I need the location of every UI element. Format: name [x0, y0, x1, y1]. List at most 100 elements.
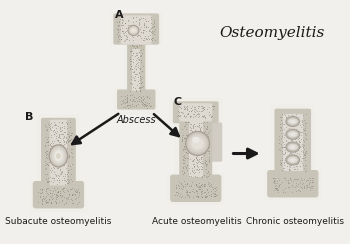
Point	[123, 100, 128, 104]
Point	[176, 186, 182, 190]
Point	[273, 187, 279, 191]
Point	[61, 176, 67, 180]
Point	[211, 192, 216, 196]
Point	[302, 126, 308, 130]
Point	[280, 168, 286, 172]
Point	[181, 107, 187, 111]
Point	[282, 112, 287, 116]
Point	[51, 153, 57, 157]
Point	[69, 140, 75, 144]
Point	[35, 200, 41, 204]
Point	[47, 147, 52, 151]
Point	[181, 148, 186, 152]
Point	[45, 163, 51, 167]
Point	[127, 49, 133, 53]
Point	[46, 123, 52, 127]
Point	[48, 144, 54, 148]
Point	[55, 135, 61, 139]
Point	[212, 192, 218, 196]
Point	[279, 118, 284, 122]
Point	[289, 190, 294, 194]
Point	[131, 99, 137, 103]
Point	[194, 154, 199, 158]
Point	[204, 188, 209, 192]
Text: Chronic osteomyelitis: Chronic osteomyelitis	[246, 217, 344, 226]
Point	[177, 113, 183, 117]
Point	[275, 190, 280, 194]
Point	[302, 177, 307, 181]
Point	[281, 161, 286, 164]
Point	[62, 182, 68, 186]
Point	[125, 98, 130, 102]
Point	[281, 152, 287, 156]
Point	[137, 76, 143, 80]
Point	[68, 131, 73, 135]
Point	[193, 174, 198, 178]
Point	[298, 179, 303, 183]
Point	[138, 25, 144, 29]
Point	[137, 78, 143, 82]
Point	[196, 170, 202, 174]
Point	[302, 131, 308, 134]
Point	[69, 133, 74, 137]
Point	[291, 130, 296, 134]
Point	[213, 188, 218, 192]
Point	[191, 143, 197, 147]
Point	[287, 163, 293, 167]
Point	[133, 59, 139, 62]
Point	[54, 145, 59, 149]
Point	[137, 85, 143, 89]
Point	[66, 154, 71, 158]
Point	[118, 37, 124, 41]
Point	[46, 143, 51, 147]
Point	[64, 146, 70, 150]
Point	[203, 128, 209, 132]
Point	[133, 96, 138, 100]
Point	[206, 149, 212, 153]
Point	[120, 29, 125, 33]
Point	[43, 159, 48, 163]
Point	[195, 111, 201, 115]
Point	[285, 178, 290, 182]
Point	[202, 193, 208, 197]
Point	[192, 171, 197, 174]
Point	[128, 24, 134, 28]
Point	[307, 181, 312, 184]
Point	[183, 114, 189, 118]
Point	[74, 191, 80, 194]
Point	[292, 157, 298, 161]
Point	[66, 193, 72, 197]
Point	[114, 32, 120, 36]
Point	[286, 126, 292, 130]
Point	[206, 112, 212, 116]
Point	[202, 195, 208, 199]
Point	[304, 183, 309, 187]
Point	[197, 187, 203, 191]
Point	[128, 64, 134, 68]
Point	[63, 150, 69, 154]
Point	[283, 178, 288, 182]
Point	[68, 143, 74, 147]
Point	[283, 150, 288, 154]
Point	[143, 36, 149, 40]
Point	[198, 192, 204, 196]
Point	[140, 84, 145, 88]
Point	[190, 127, 195, 131]
Point	[187, 194, 192, 198]
Point	[199, 195, 205, 199]
Point	[145, 25, 151, 29]
Point	[202, 130, 208, 133]
Point	[53, 201, 59, 205]
Point	[299, 161, 304, 165]
Point	[278, 160, 283, 164]
FancyBboxPatch shape	[209, 122, 222, 162]
Point	[285, 180, 290, 184]
Point	[298, 132, 303, 136]
Point	[120, 98, 126, 102]
Point	[296, 188, 302, 192]
Point	[43, 166, 49, 170]
Point	[307, 185, 313, 189]
Point	[205, 174, 210, 178]
Point	[191, 171, 197, 175]
Point	[303, 169, 309, 173]
